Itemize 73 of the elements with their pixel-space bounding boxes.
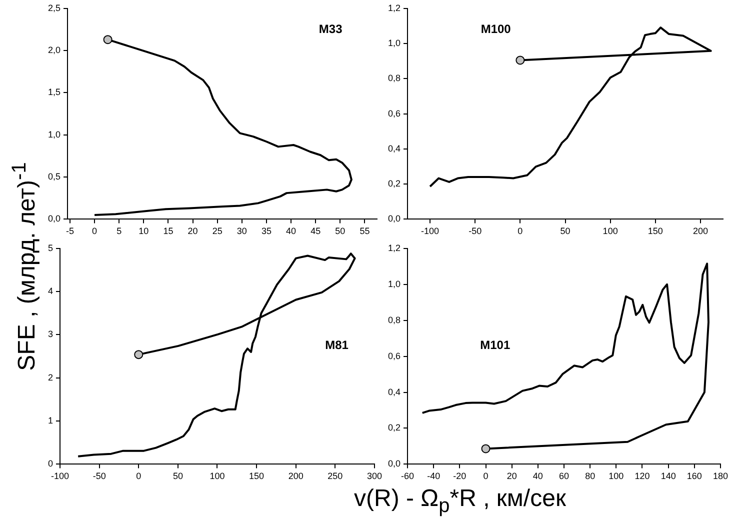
x-tick-label: -5: [66, 226, 74, 236]
x-tick-label: -100: [421, 226, 440, 236]
x-tick-label: 10: [138, 226, 149, 236]
text: M81: [325, 338, 349, 352]
y-tick-label: 1,2: [388, 2, 401, 13]
y-tick-label: 1: [48, 416, 54, 426]
text: M100: [480, 22, 512, 36]
y-tick-label: 0,4: [388, 386, 401, 397]
x-tick-label: 50: [335, 226, 346, 236]
x-tick-label: 180: [712, 471, 728, 482]
y-tick-label: 1,5: [48, 87, 61, 98]
x-tick-label: 50: [560, 226, 570, 236]
x-tick-label: 20: [188, 226, 198, 236]
y-tick-label: 3: [48, 329, 54, 340]
x-tick-label: 80: [585, 471, 596, 482]
x-tick-label: 15: [163, 226, 174, 236]
x-tick-label: 100: [602, 226, 618, 236]
y-tick-label: 2,5: [48, 2, 61, 13]
x-tick-label: 100: [608, 471, 624, 482]
x-tick-label: -20: [453, 471, 466, 482]
x-tick-label: -60: [401, 471, 414, 482]
x-tick-label: 200: [692, 226, 708, 236]
y-tick-label: 0,6: [388, 350, 401, 361]
x-tick-label: 0: [483, 471, 488, 482]
x-tick-label: 45: [310, 226, 321, 236]
x-tick-label: 5: [116, 226, 122, 236]
x-tick-label: 300: [366, 471, 382, 482]
x-tick-label: 55: [360, 226, 370, 236]
y-tick-label: 0,2: [388, 422, 401, 433]
y-tick-label: 5: [48, 242, 54, 253]
text: M101: [480, 338, 510, 352]
x-tick-label: 140: [660, 471, 676, 482]
x-tick-label: 120: [634, 471, 650, 482]
y-tick-label: 0,2: [388, 178, 401, 189]
x-tick-label: -100: [51, 471, 70, 482]
x-tick-label: 40: [532, 471, 543, 482]
x-tick-label: 0: [92, 226, 98, 236]
x-tick-label: 100: [210, 471, 225, 482]
x-tick-label: 20: [506, 471, 517, 482]
y-tick-label: 0,8: [388, 73, 401, 84]
x-tick-label: -50: [468, 226, 482, 236]
y-tick-label: 1,0: [48, 129, 61, 140]
x-tick-label: 40: [286, 226, 296, 236]
x-tick-label: 60: [558, 471, 570, 482]
x-tick-label: -50: [92, 471, 106, 482]
y-tick-label: 0: [48, 458, 54, 469]
x-tick-label: 200: [288, 471, 304, 482]
x-tick-label: 250: [328, 471, 343, 482]
y-tick-label: 0,0: [388, 214, 401, 224]
y-tick-label: 4: [48, 286, 54, 296]
x-tick-label: 0: [136, 471, 142, 482]
x-tick-label: 160: [686, 471, 702, 482]
x-tick-label: 25: [212, 226, 222, 236]
x-tick-label: 0: [518, 226, 523, 236]
x-tick-label: 50: [172, 471, 183, 482]
x-tick-label: -40: [427, 471, 440, 482]
text: M33: [318, 22, 343, 36]
y-tick-label: 0,0: [48, 214, 61, 224]
x-tick-label: 35: [261, 226, 272, 236]
y-tick-label: 0,8: [388, 314, 401, 325]
y-tick-label: 1,0: [388, 38, 401, 48]
x-tick-label: 150: [249, 471, 264, 482]
y-tick-label: 0,4: [388, 143, 401, 154]
x-axis-title: v(R) - Ω$_{p}$*R , км/сек: [353, 485, 567, 518]
y-tick-label: 0,0: [388, 458, 401, 469]
y-tick-label: 0,5: [48, 172, 61, 182]
y-tick-label: 2: [48, 372, 54, 382]
x-tick-label: 150: [648, 226, 663, 236]
y-tick-label: 1,0: [388, 278, 401, 289]
y-tick-label: 1,2: [388, 242, 401, 253]
y-tick-label: 0,6: [388, 108, 401, 118]
x-tick-label: 30: [236, 226, 247, 236]
y-tick-label: 2,0: [48, 45, 61, 56]
